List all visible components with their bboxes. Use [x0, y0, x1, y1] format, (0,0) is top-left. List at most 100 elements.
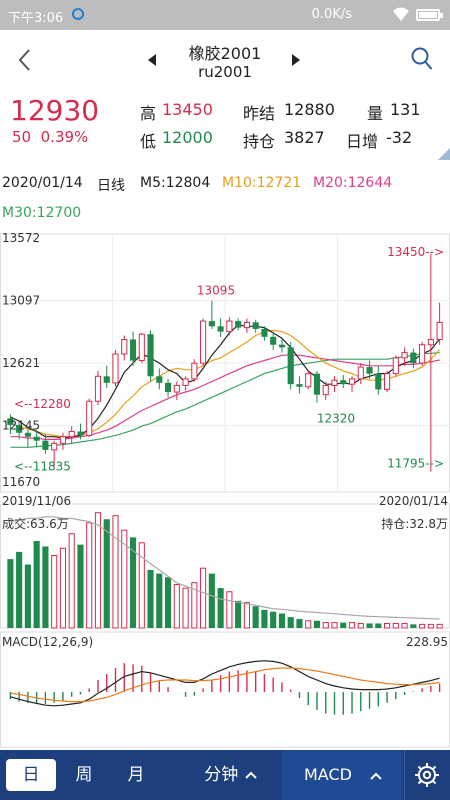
volume-bar-up: [68, 533, 75, 629]
candle-body-down: [410, 352, 417, 364]
candle-body-up: [427, 338, 434, 346]
volume-bar-up: [331, 622, 338, 629]
volume-bar-down: [375, 623, 382, 628]
daily-add-value: -32: [386, 128, 413, 147]
volume-bar-down: [235, 600, 242, 628]
chart-grid: [0, 233, 450, 748]
next-contract-icon[interactable]: [292, 54, 300, 66]
high-label: 高: [140, 104, 157, 123]
candle-body-up: [200, 320, 207, 364]
candle-body-up: [348, 378, 356, 385]
search-icon[interactable]: [410, 46, 434, 72]
annotation-11835: <--11835: [14, 459, 71, 473]
candle-body-up: [401, 352, 408, 359]
volume-bars: [7, 512, 443, 629]
volume-bar-down: [7, 559, 14, 628]
change-percent: 0.39%: [40, 128, 89, 146]
candle-body-down: [313, 373, 321, 395]
candle-body-up: [138, 333, 145, 362]
candle-body-down: [16, 424, 23, 433]
prev-settle-value: 12880: [284, 100, 335, 119]
volume-bar-up: [51, 555, 58, 629]
divider: [404, 750, 405, 800]
volume-bar-down: [24, 564, 31, 628]
candle-body-up: [94, 375, 102, 402]
volume-bar-up: [200, 567, 207, 629]
volume-bar-up: [427, 623, 434, 629]
candle-body-up: [357, 366, 364, 380]
tab-week[interactable]: 周: [75, 765, 93, 785]
prev-contract-icon[interactable]: [148, 54, 156, 66]
candle-body-down: [252, 322, 259, 329]
candle-body-up: [383, 373, 391, 390]
ma-period: 日线: [97, 178, 125, 194]
volume-bar-up: [383, 622, 391, 629]
macd-label: MACD(12,26,9): [2, 635, 93, 649]
candle-body-down: [24, 432, 31, 437]
candle-body-up: [305, 373, 312, 388]
macd-value: 228.95: [406, 635, 448, 649]
candle-body-down: [208, 321, 215, 327]
ma10-value: M10:12721: [222, 175, 302, 191]
kline-chart[interactable]: 13572 13097 12621 12145 11670 13450--> <--1228…: [0, 222, 450, 750]
price-axis-label: 12145: [2, 419, 40, 433]
candle-body-up: [191, 362, 198, 380]
ma30-line: [10, 352, 440, 448]
candle-body-up: [392, 357, 399, 375]
volume-bar-up: [94, 512, 102, 629]
price-axis-label: 13097: [2, 293, 40, 307]
tab-day[interactable]: 日: [6, 759, 56, 791]
volume-bar-down: [313, 620, 321, 628]
candle-body-up: [86, 400, 93, 436]
volume-bar-up: [357, 622, 364, 629]
candle-body-down: [340, 380, 347, 385]
candle-body-down: [103, 376, 110, 383]
expand-corner-icon[interactable]: [438, 148, 450, 160]
chart-labels: 13572 13097 12621 12145 11670 13450--> <--1228…: [2, 231, 448, 649]
candle-body-down: [270, 336, 277, 345]
price-axis-label: 11670: [2, 475, 40, 489]
contract-code: ru2001: [198, 63, 252, 81]
candle-body-down: [77, 431, 84, 436]
candle-body-down: [7, 418, 14, 425]
volume-bar-up: [322, 622, 329, 629]
candle-body-up: [322, 384, 329, 396]
candle-body-down: [164, 382, 172, 393]
candle-body-down: [261, 328, 268, 337]
daily-add-label: 日增: [346, 132, 379, 151]
tab-month[interactable]: 月: [127, 765, 145, 785]
volume-bar-down: [208, 573, 215, 628]
high-annotation: 13450-->: [387, 245, 444, 259]
change-value: 50: [12, 128, 32, 146]
volume-bar-down: [278, 613, 286, 628]
macd-panel: [9, 660, 441, 715]
candle-body-down: [287, 347, 294, 385]
annotation-12320: 12320: [317, 412, 355, 426]
price-change: 50 0.39%: [12, 128, 88, 146]
volume-bar-down: [77, 544, 84, 628]
tab-minute[interactable]: 分钟: [186, 750, 276, 800]
candle-body-up: [112, 353, 119, 384]
indicator-label: MACD: [304, 765, 352, 784]
back-icon[interactable]: [12, 46, 38, 74]
gear-icon[interactable]: [414, 762, 440, 788]
volume-bar-up: [401, 622, 408, 629]
candle-body-down: [217, 326, 224, 332]
volume-bar-up: [59, 547, 67, 629]
status-time: 下午3:06: [8, 11, 64, 26]
indicator-select[interactable]: MACD: [282, 750, 402, 800]
chevron-up-icon: [370, 772, 382, 780]
volume-bar-down: [129, 537, 137, 628]
candle-body-up: [226, 320, 233, 333]
volume-bar-down: [366, 623, 373, 628]
candle-body-down: [296, 384, 303, 387]
candle-body-up: [173, 384, 180, 393]
price-axis-label: 13572: [2, 231, 40, 245]
volume-bar-down: [270, 611, 277, 628]
candle-body-up: [182, 378, 189, 386]
open-interest-line: [10, 516, 440, 620]
volume-bar-up: [226, 591, 233, 629]
candle-body-up: [68, 430, 75, 438]
candle-body-up: [436, 321, 443, 340]
volume-bar-up: [173, 584, 180, 629]
